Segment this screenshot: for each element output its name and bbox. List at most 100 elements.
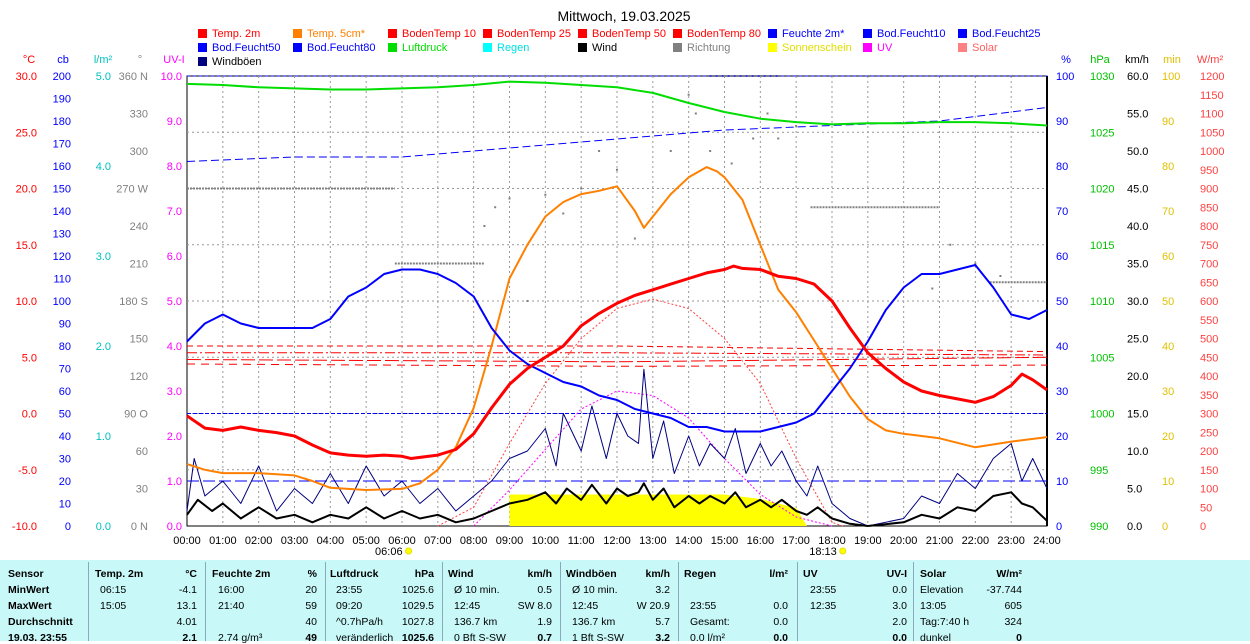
- legend-label: Luftdruck: [402, 42, 448, 54]
- axis-tick-cb: 120: [53, 251, 71, 263]
- axis-tick-cb: 190: [53, 94, 71, 106]
- axis-title-hum: %: [1061, 54, 1071, 66]
- table-separator: [325, 562, 326, 641]
- table-header: l/m²: [769, 568, 788, 580]
- table-cell: veränderlich: [336, 632, 394, 644]
- legend-swatch: [483, 43, 492, 52]
- x-tick-label: 03:00: [281, 535, 309, 547]
- table-cell: 13.1: [176, 600, 197, 612]
- legend-label: Bod.Feucht25: [972, 28, 1041, 40]
- table-cell: 15:05: [100, 600, 127, 612]
- axis-tick-cb: 70: [59, 364, 71, 376]
- table-cell: 2.1: [182, 632, 197, 644]
- wind-direction-point: [651, 131, 654, 134]
- wind-direction-point: [562, 212, 565, 215]
- table-cell: Elevation: [920, 584, 964, 596]
- axis-tick-solar: 700: [1200, 259, 1218, 271]
- table-cell: 1025.6: [401, 632, 434, 644]
- axis-tick-sun: 20: [1162, 431, 1174, 443]
- axis-tick-hum: 100: [1056, 71, 1074, 83]
- legend-swatch: [198, 29, 207, 38]
- axis-tick-rain: 5.0: [96, 71, 111, 83]
- legend-swatch: [388, 43, 397, 52]
- axis-tick-cb: 170: [53, 139, 71, 151]
- axis-title-solar: W/m²: [1197, 54, 1224, 66]
- axis-tick-dir: 60: [136, 446, 148, 458]
- axis-tick-hum: 90: [1056, 116, 1068, 128]
- table-cell: 16:00: [218, 584, 245, 596]
- table-header: W/m²: [996, 568, 1022, 580]
- legend-label: Sonnenschein: [782, 42, 852, 54]
- wind-direction-point: [598, 150, 601, 152]
- axis-title-dir: °: [138, 54, 142, 66]
- table-header: km/h: [527, 568, 552, 580]
- table-cell: 0.0: [773, 600, 788, 612]
- axis-tick-solar: 600: [1200, 296, 1218, 308]
- axis-tick-wind: 60.0: [1127, 71, 1148, 83]
- x-axis: 00:00 01:00 02:00 03:00 04:00 05:00 06:00 07:00…: [173, 535, 1061, 558]
- axis-tick-temp: 0.0: [22, 409, 37, 421]
- table-cell: ^0.7hPa/h: [336, 616, 383, 628]
- table-cell: 1.9: [537, 616, 552, 628]
- table-cell: 0.5: [537, 584, 552, 596]
- legend-label: Wind: [592, 42, 617, 54]
- x-tick-label: 19:00: [854, 535, 882, 547]
- axis-tick-temp: -5.0: [18, 465, 37, 477]
- table-cell: 0 Bft S-SW: [454, 632, 506, 644]
- legend-label: BodenTemp 25: [497, 28, 571, 40]
- legend-swatch: [768, 43, 777, 52]
- axis-tick-dir: 120: [130, 371, 148, 383]
- axis-tick-dir: 360 N: [119, 71, 148, 83]
- table-row-label: MaxWert: [8, 600, 52, 612]
- axis-tick-dir: 90 O: [124, 409, 148, 421]
- table-row-label: MinWert: [8, 584, 50, 596]
- axis-tick-temp: 15.0: [16, 240, 37, 252]
- table-cell: 09:20: [336, 600, 363, 612]
- table-cell: 3.0: [892, 600, 907, 612]
- table-cell: 23:55: [336, 584, 363, 596]
- table-cell: 0.0: [892, 584, 907, 596]
- axis-tick-hum: 70: [1056, 206, 1068, 218]
- table-header: hPa: [414, 568, 434, 580]
- wind-direction-point: [795, 125, 798, 127]
- axis-tick-rain: 4.0: [96, 161, 111, 173]
- axis-tick-press: 1020: [1090, 184, 1114, 196]
- axis-tick-sun: 60: [1162, 251, 1174, 263]
- axis-tick-solar: 900: [1200, 184, 1218, 196]
- legend-label: Bod.Feucht10: [877, 28, 946, 40]
- axis-tick-temp: 25.0: [16, 127, 37, 139]
- legend-label: UV: [877, 42, 893, 54]
- axis-title-cb: cb: [57, 54, 69, 66]
- table-cell: 06:15: [100, 584, 127, 596]
- legend-label: Bod.Feucht50: [212, 42, 281, 54]
- x-tick-label: 00:00: [173, 535, 201, 547]
- axis-tick-hum: 60: [1056, 251, 1068, 263]
- table-cell: 59: [305, 600, 317, 612]
- sunset-label: 18:13: [809, 546, 837, 558]
- axis-tick-wind: 15.0: [1127, 409, 1148, 421]
- axis-tick-sun: 80: [1162, 161, 1174, 173]
- table-cell: 1029.5: [401, 600, 434, 612]
- axis-tick-cb: 40: [59, 431, 71, 443]
- table-cell: -4.1: [178, 584, 197, 596]
- series-line: [186, 482, 1048, 527]
- axis-tick-solar: 200: [1200, 446, 1218, 458]
- axis-tick-solar: 1050: [1200, 127, 1224, 139]
- legend-swatch: [673, 29, 682, 38]
- table-header: Regen: [684, 568, 717, 580]
- table-cell: W 20.9: [636, 600, 670, 612]
- legend-swatch: [198, 57, 207, 66]
- series-line: [473, 390, 833, 527]
- axis-title-rain: l/m²: [94, 54, 113, 66]
- table-separator: [913, 562, 914, 641]
- axis-tick-dir: 150: [130, 334, 148, 346]
- axis-tick-dir: 0 N: [131, 521, 148, 533]
- table-separator: [560, 562, 561, 641]
- axis-tick-sun: 90: [1162, 116, 1174, 128]
- axis-tick-temp: 10.0: [16, 296, 37, 308]
- axis-tick-temp: 5.0: [22, 352, 37, 364]
- axis-tick-solar: 350: [1200, 390, 1218, 402]
- sunset-marker: [839, 547, 847, 555]
- table-cell: 1027.8: [401, 616, 434, 628]
- axis-tick-dir: 330: [130, 109, 148, 121]
